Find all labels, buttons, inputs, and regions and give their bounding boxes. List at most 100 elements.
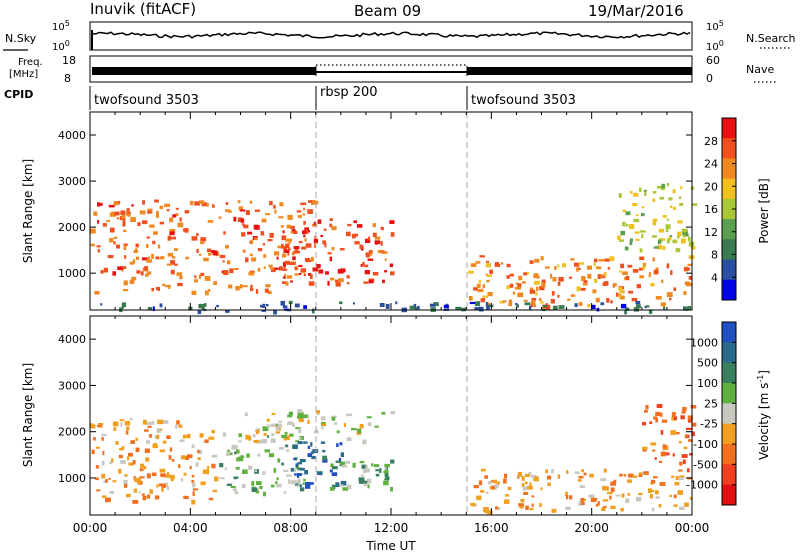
velocity-echo-cell: [253, 434, 256, 438]
power-echo-cell: [151, 253, 154, 259]
velocity-echo-cell: [311, 455, 317, 460]
velocity-echo-cell: [227, 449, 230, 453]
velocity-echo-cell: [170, 478, 174, 482]
power-echo-cell: [285, 243, 290, 249]
power-echo-cell: [639, 275, 644, 279]
power-echo-cell: [635, 300, 641, 305]
velocity-echo-cell: [181, 455, 186, 460]
power-echo-cell: [672, 239, 678, 244]
power-colorbar-swatch: [722, 279, 736, 301]
power-echo-cell: [619, 295, 625, 300]
velocity-echo-cell: [268, 453, 275, 458]
power-echo-cell: [320, 234, 324, 238]
velocity-echo-cell: [266, 424, 271, 428]
velocity-echo-cell: [219, 463, 224, 468]
velocity-echo-cell: [691, 422, 697, 427]
power-y-tick-label: 1000: [58, 267, 86, 280]
power-echo-cell: [94, 291, 100, 295]
velocity-echo-cell: [632, 475, 638, 478]
velocity-echo-cell: [156, 428, 161, 433]
velocity-echo-cell: [183, 495, 189, 499]
power-echo-cell: [204, 303, 207, 307]
power-echo-cell: [184, 228, 189, 233]
velocity-echo-cell: [659, 482, 666, 486]
power-echo-cell: [288, 300, 293, 304]
velocity-echo-cell: [331, 484, 336, 489]
power-echo-cell: [213, 281, 217, 286]
power-echo-cell: [494, 264, 501, 267]
power-echo-cell: [317, 219, 322, 224]
power-echo-cell: [619, 290, 625, 294]
power-echo-cell: [515, 286, 521, 290]
power-echo-cell: [395, 301, 398, 305]
power-echo-cell: [168, 284, 171, 289]
power-echo-cell: [199, 253, 202, 256]
power-echo-cell: [485, 273, 488, 276]
power-echo-cell: [587, 304, 591, 308]
power-echo-cell: [683, 267, 690, 271]
nsky-tick-top: 105: [52, 19, 70, 33]
power-echo-cell: [329, 256, 333, 262]
power-echo-cell: [208, 289, 211, 292]
velocity-echo-cell: [144, 466, 147, 470]
power-echo-cell: [149, 224, 155, 228]
velocity-echo-cell: [238, 456, 244, 462]
velocity-echo-cell: [277, 458, 281, 463]
velocity-echo-cell: [124, 420, 131, 426]
velocity-echo-cell: [204, 439, 209, 443]
power-echo-cell: [90, 228, 96, 234]
power-echo-cell: [335, 282, 341, 287]
velocity-echo-cell: [385, 476, 390, 481]
power-echo-cell: [121, 302, 127, 308]
x-tick-label: 12:00: [374, 521, 409, 535]
velocity-echo-cell: [191, 475, 195, 478]
power-echo-cell: [212, 250, 218, 256]
power-colorbar-tick-label: 12: [704, 226, 718, 239]
velocity-echo-cell: [361, 474, 364, 478]
power-colorbar-swatch: [722, 198, 736, 220]
velocity-echo-cell: [276, 477, 279, 481]
nsky-frame: [89, 21, 693, 51]
power-echo-cell: [509, 273, 514, 277]
power-echo-region-1: [278, 218, 395, 287]
velocity-echo-cell: [678, 477, 684, 481]
power-echo-cell: [93, 211, 98, 216]
power-echo-cell: [146, 236, 150, 239]
power-echo-cell: [131, 204, 134, 207]
velocity-echo-cell: [384, 472, 389, 477]
velocity-echo-cell: [540, 487, 543, 491]
power-echo-cell: [384, 258, 387, 261]
velocity-echo-cell: [307, 419, 310, 425]
velocity-echo-cell: [662, 444, 667, 449]
velocity-echo-cell: [123, 480, 128, 485]
power-echo-cell: [663, 306, 666, 311]
power-echo-cell: [155, 213, 160, 218]
power-echo-cell: [307, 209, 313, 214]
velocity-echo-cell: [130, 440, 135, 444]
power-echo-cell: [618, 287, 623, 291]
velocity-echo-cell: [231, 444, 238, 450]
power-echo-cell: [219, 254, 226, 259]
power-echo-cell: [122, 221, 126, 227]
velocity-echo-cell: [358, 477, 365, 482]
power-echo-cell: [632, 203, 638, 207]
velocity-echo-cell: [662, 419, 668, 423]
power-echo-cell: [109, 227, 115, 233]
power-echo-cell: [285, 281, 289, 286]
power-echo-cell: [542, 305, 548, 308]
power-echo-cell: [487, 302, 491, 306]
power-echo-cell: [390, 271, 395, 276]
power-echo-cell: [604, 281, 609, 286]
power-echo-cell: [433, 302, 439, 307]
velocity-echo-cell: [339, 484, 344, 487]
power-echo-cell: [118, 200, 121, 205]
power-echo-cell: [475, 301, 481, 307]
velocity-echo-cell: [653, 416, 658, 420]
velocity-echo-cell: [285, 474, 292, 477]
velocity-echo-cell: [124, 474, 128, 477]
velocity-colorbar-swatch: [722, 362, 736, 384]
velocity-echo-cell: [124, 483, 128, 488]
power-echo-cell: [273, 204, 276, 209]
power-echo-cell: [643, 189, 647, 193]
